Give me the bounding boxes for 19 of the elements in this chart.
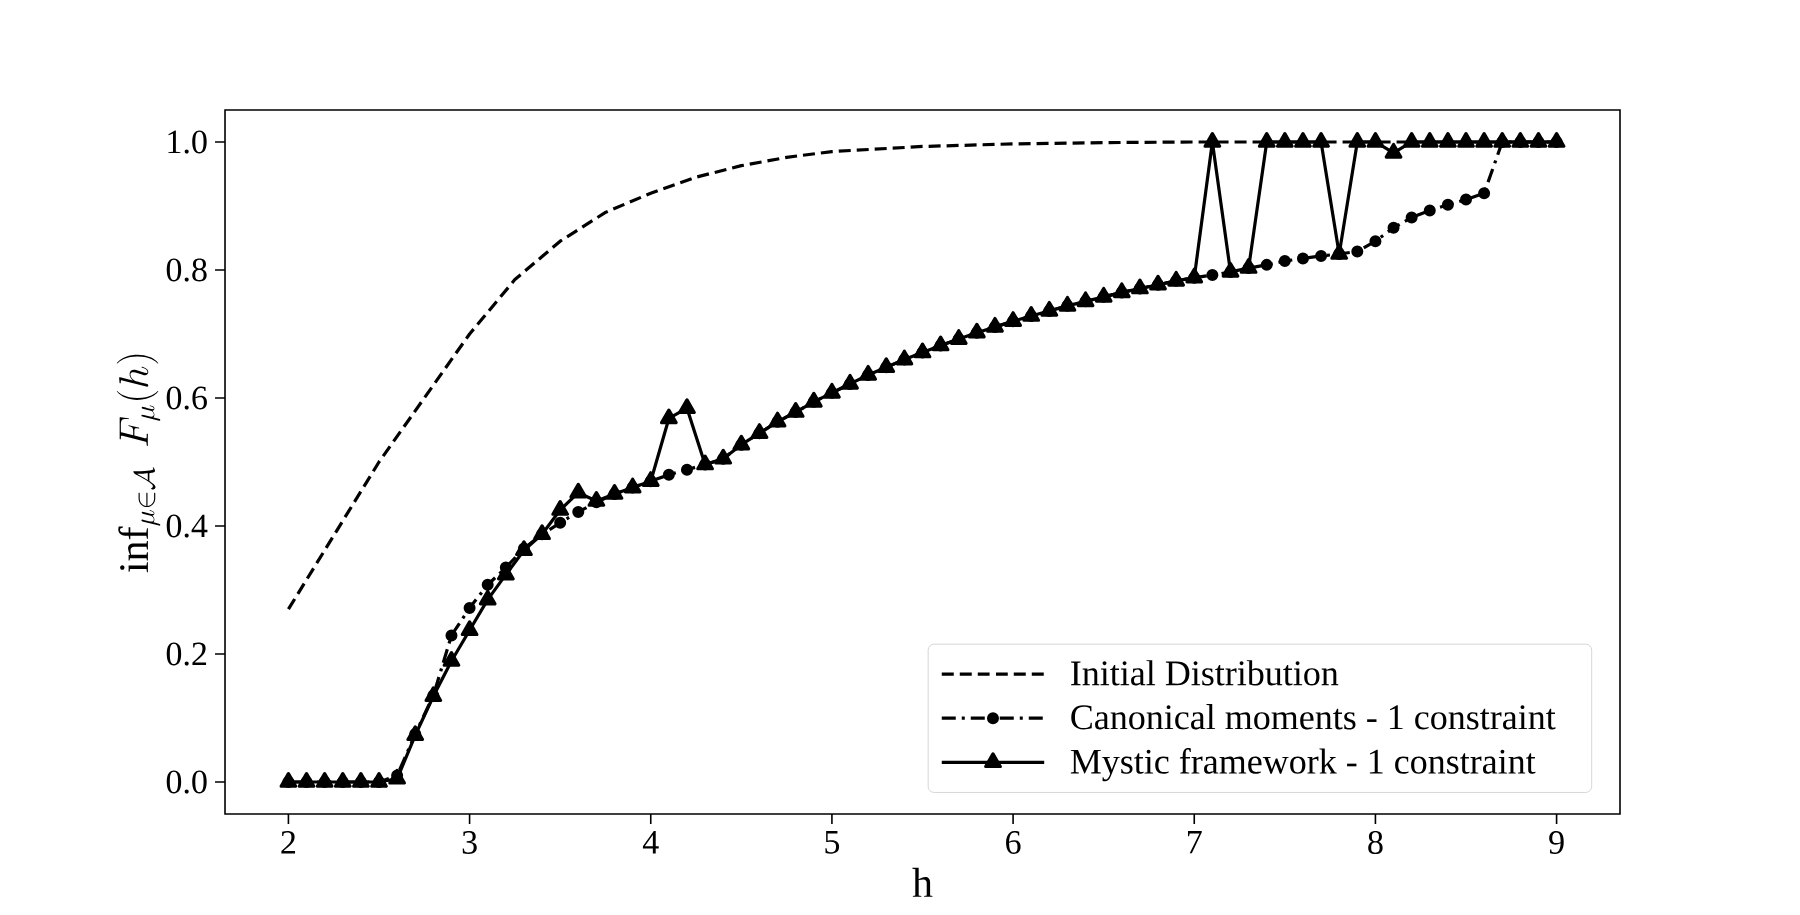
x-tick-label: 6 [1006,831,1021,854]
legend-label: Canonical moments - 1 constraint [1071,704,1556,730]
legend-label: Initial Distribution [1071,660,1339,686]
x-tick-label: 8 [1368,831,1383,855]
x-tick-label: 9 [1549,831,1564,854]
x-tick-label: 2 [281,831,296,854]
y-tick-label: 0.6 [166,386,207,410]
y-tick-label: 0.2 [166,642,207,666]
x-axis-title: h [912,867,933,897]
x-tick-label: 4 [642,831,659,854]
x-tick-label: 7 [1187,831,1202,854]
legend-label: Mystic framework - 1 constraint [1070,748,1536,782]
y-tick-label: 1.0 [168,130,207,154]
x-tick-label: 5 [825,831,840,854]
y-tick-label: 0.8 [166,258,207,282]
x-tick-label: 3 [462,831,477,854]
y-tick-label: 0.4 [166,514,208,538]
y-axis-title: $\inf_{\mu \in \mathcal{A}} \; F_{\mu}(h)$ [116,354,161,573]
y-tick-label: 0.0 [166,770,207,794]
